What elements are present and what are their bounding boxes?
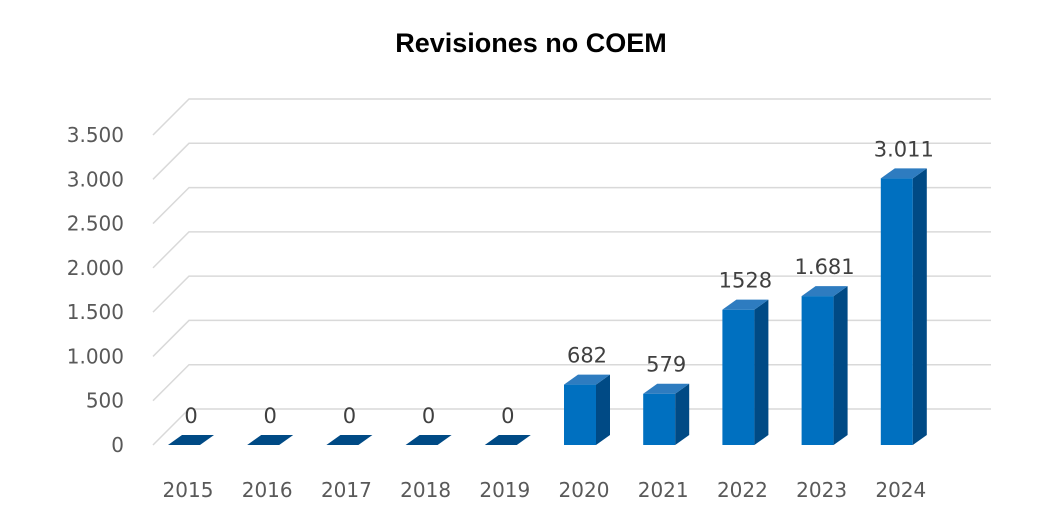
x-tick-label: 2020 bbox=[559, 478, 610, 502]
x-tick-label: 2016 bbox=[242, 478, 293, 502]
y-tick-label: 500 bbox=[86, 389, 124, 413]
data-label: 579 bbox=[646, 353, 686, 377]
data-label: 0 bbox=[343, 404, 356, 428]
y-tick-label: 1.000 bbox=[67, 344, 124, 368]
data-label: 3.011 bbox=[874, 137, 934, 161]
bar-top bbox=[801, 286, 848, 297]
chart-title: Revisiones no COEM bbox=[395, 28, 667, 58]
data-label: 1528 bbox=[719, 269, 772, 293]
y-tick-label: 1.500 bbox=[67, 300, 124, 324]
bar-top bbox=[168, 435, 214, 445]
bar-top bbox=[880, 168, 927, 179]
y-tick-label: 3.500 bbox=[67, 123, 124, 147]
bar-front bbox=[643, 393, 676, 445]
x-tick-label: 2024 bbox=[875, 478, 926, 502]
bar-side bbox=[833, 286, 848, 445]
bar-side bbox=[754, 299, 769, 445]
data-label: 0 bbox=[501, 404, 514, 428]
bar-top bbox=[326, 435, 373, 445]
bar-top bbox=[722, 299, 769, 310]
bar-side bbox=[912, 168, 927, 445]
data-label: 0 bbox=[184, 404, 197, 428]
bar-side bbox=[596, 374, 610, 445]
data-label: 0 bbox=[422, 404, 435, 428]
y-tick-label: 2.000 bbox=[67, 256, 124, 280]
x-tick-label: 2023 bbox=[796, 478, 847, 502]
bar-top bbox=[484, 435, 531, 445]
y-tick-label: 0 bbox=[111, 433, 124, 457]
x-tick-label: 2019 bbox=[479, 478, 530, 502]
x-tick-label: 2015 bbox=[163, 478, 214, 502]
gridline bbox=[152, 142, 991, 180]
y-tick-label: 3.000 bbox=[67, 167, 124, 191]
bar-top bbox=[643, 383, 690, 394]
data-label: 682 bbox=[567, 344, 607, 368]
x-tick-label: 2017 bbox=[321, 478, 372, 502]
bar-top bbox=[564, 374, 610, 385]
bar-front bbox=[880, 178, 913, 445]
bar-front bbox=[801, 296, 834, 445]
gridline bbox=[152, 231, 991, 269]
gridline bbox=[152, 186, 991, 225]
gridline bbox=[152, 98, 991, 136]
bar-front bbox=[722, 309, 755, 445]
gridline bbox=[152, 275, 991, 313]
x-tick-label: 2018 bbox=[400, 478, 451, 502]
y-tick-label: 2.500 bbox=[67, 212, 124, 236]
x-tick-label: 2022 bbox=[717, 478, 768, 502]
bar-top bbox=[247, 435, 294, 445]
bar-front bbox=[564, 384, 596, 445]
x-tick-label: 2021 bbox=[638, 478, 689, 502]
data-label: 1.681 bbox=[795, 255, 855, 279]
bar-top bbox=[405, 435, 452, 445]
data-label: 0 bbox=[264, 404, 277, 428]
bar-side bbox=[675, 383, 690, 445]
